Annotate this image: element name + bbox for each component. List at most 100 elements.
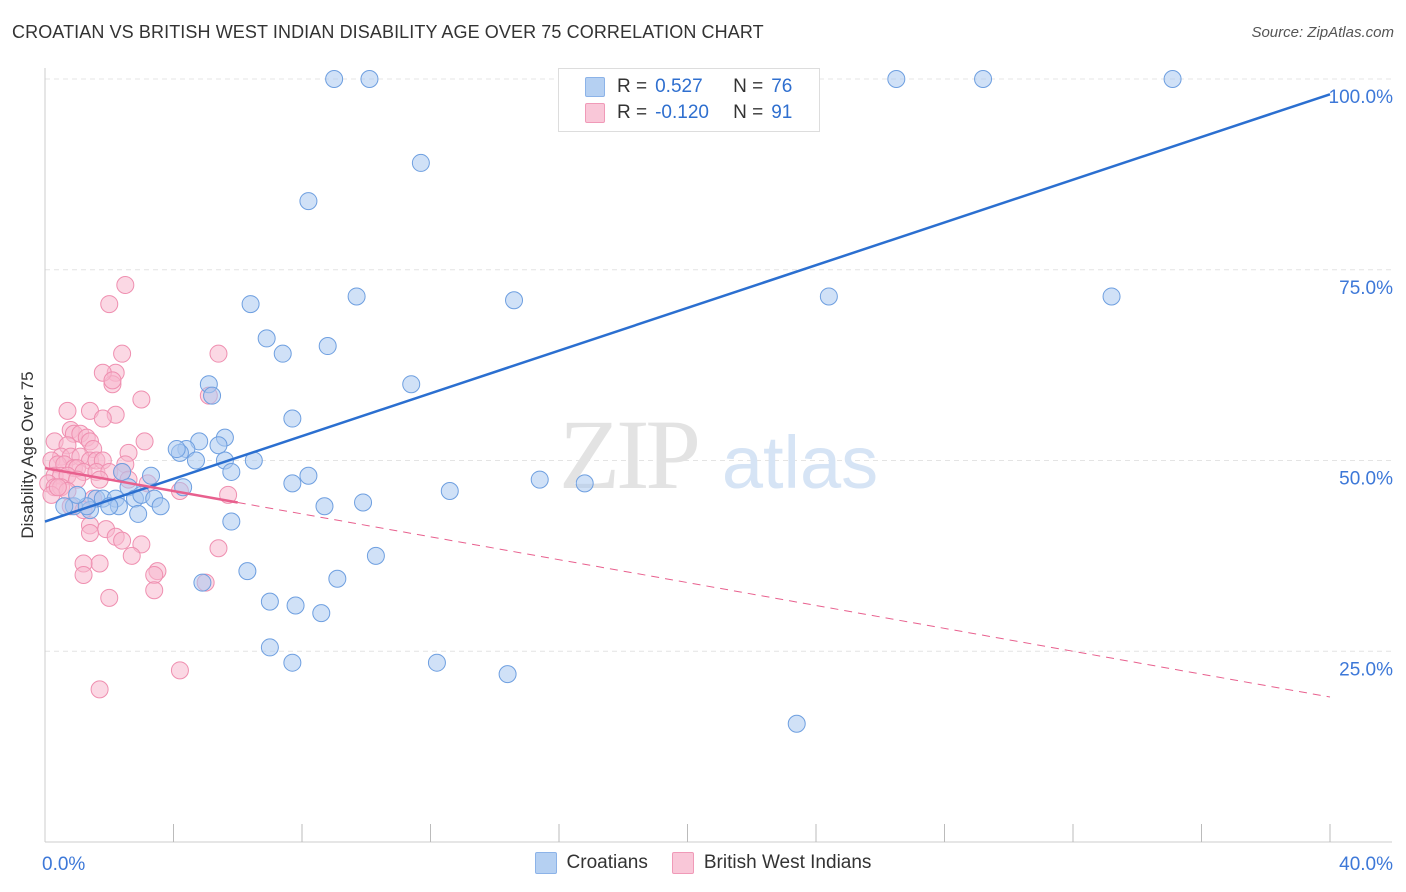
croatian-point: [283, 653, 302, 672]
croatian-point: [498, 665, 517, 684]
legend-item-croatians[interactable]: Croatians: [534, 852, 648, 874]
croatian-point: [354, 493, 373, 512]
source-credit: Source: ZipAtlas.com: [1251, 24, 1394, 41]
bwi-point: [113, 531, 132, 550]
croatian-point: [315, 497, 334, 516]
croatians-trend-line: [44, 93, 1331, 523]
croatian-point: [299, 466, 318, 485]
tick-labels: 25.0% 50.0% 75.0% 100.0% 0.0% 40.0%: [42, 87, 1393, 875]
y-tick-label: 100.0%: [1329, 87, 1394, 108]
croatian-point: [260, 638, 279, 657]
croatian-point: [151, 497, 170, 516]
bwi-point: [90, 554, 109, 573]
trend-lines: [44, 93, 1331, 698]
croatian-point: [325, 70, 344, 88]
legend-row-croatians: R = 0.527 N = 76: [585, 74, 792, 100]
croatian-point: [68, 485, 87, 504]
croatian-point: [129, 504, 148, 523]
bwi-point: [58, 401, 77, 420]
croatian-point: [222, 462, 241, 481]
series-legend: Croatians British West Indians: [0, 852, 1406, 874]
legend-item-bwi[interactable]: British West Indians: [671, 852, 872, 874]
croatian-point: [222, 512, 241, 531]
bwi-point: [122, 546, 141, 565]
watermark: ZIP atlas: [559, 399, 878, 510]
bwi-trend-line-dashed: [237, 501, 1331, 698]
croatian-point: [819, 287, 838, 306]
croatian-point: [203, 386, 222, 405]
legend-swatch-blue: [585, 77, 605, 97]
croatian-point: [312, 604, 331, 623]
bwi-trend-line-solid: [44, 466, 238, 504]
legend-swatch-pink: [671, 852, 694, 874]
bwi-point: [135, 432, 154, 451]
croatian-point: [257, 329, 276, 348]
y-tick-label: 50.0%: [1339, 469, 1393, 490]
y-axis-label: Disability Age Over 75: [18, 371, 37, 539]
bwi-point: [48, 478, 67, 497]
croatian-point: [186, 451, 205, 470]
croatian-point: [402, 375, 421, 394]
legend-row-bwi: R = -0.120 N = 91: [585, 100, 792, 126]
croatian-point: [887, 70, 906, 88]
bwi-point: [74, 565, 93, 584]
croatian-point: [283, 474, 302, 493]
legend-n-label: N =: [733, 76, 764, 97]
croatian-point: [260, 592, 279, 611]
legend-r-label: R =: [617, 76, 648, 97]
croatian-point: [530, 470, 549, 489]
stats-legend: R = 0.527 N = 76 R = -0.120 N = 91: [558, 68, 820, 132]
bwi-point: [209, 344, 228, 363]
legend-swatch-pink: [585, 103, 605, 123]
croatian-point: [238, 562, 257, 581]
bwi-point: [145, 565, 164, 584]
x-tick-label: 0.0%: [42, 854, 85, 875]
bwi-point: [170, 661, 189, 680]
croatian-point: [787, 714, 806, 733]
croatian-point: [299, 192, 318, 211]
legend-swatch-blue: [534, 852, 557, 874]
croatian-point: [283, 409, 302, 428]
bwi-point: [209, 539, 228, 558]
legend-r-label: R =: [617, 102, 648, 123]
croatian-point: [113, 462, 132, 481]
x-tick-label: 40.0%: [1339, 854, 1393, 875]
croatian-point: [427, 653, 446, 672]
legend-n-label: N =: [733, 102, 764, 123]
croatian-point: [440, 482, 459, 501]
croatian-point: [328, 569, 347, 588]
croatian-point: [360, 70, 379, 88]
legend-r-value: 0.527: [655, 76, 703, 97]
legend-label-croatians: Croatians: [566, 852, 648, 873]
bwi-point: [116, 276, 135, 295]
croatian-point: [1102, 287, 1121, 306]
watermark-zip: ZIP: [559, 399, 697, 510]
y-tick-label: 25.0%: [1339, 659, 1393, 680]
bwi-point: [132, 390, 151, 409]
watermark-atlas: atlas: [722, 421, 878, 504]
croatian-point: [209, 436, 228, 455]
bwi-point: [80, 523, 99, 542]
croatian-point: [347, 287, 366, 306]
bwi-point: [145, 581, 164, 600]
croatian-point: [241, 295, 260, 314]
bwi-point: [113, 344, 132, 363]
croatian-point: [974, 70, 993, 88]
legend-label-bwi: British West Indians: [703, 852, 872, 873]
croatian-point: [286, 596, 305, 615]
croatian-point: [142, 466, 161, 485]
legend-n-value: 76: [771, 76, 793, 97]
bwi-point: [93, 409, 112, 428]
bwi-point: [103, 371, 122, 390]
croatian-point: [575, 474, 594, 493]
bwi-point: [100, 295, 119, 314]
chart-title: CROATIAN VS BRITISH WEST INDIAN DISABILI…: [12, 22, 764, 42]
croatian-point: [273, 344, 292, 363]
y-tick-label: 75.0%: [1339, 278, 1393, 299]
croatian-point: [167, 440, 186, 459]
croatian-point: [1163, 70, 1182, 88]
legend-n-value: 91: [771, 102, 793, 123]
bwi-point: [100, 588, 119, 607]
croatian-point: [411, 153, 430, 172]
